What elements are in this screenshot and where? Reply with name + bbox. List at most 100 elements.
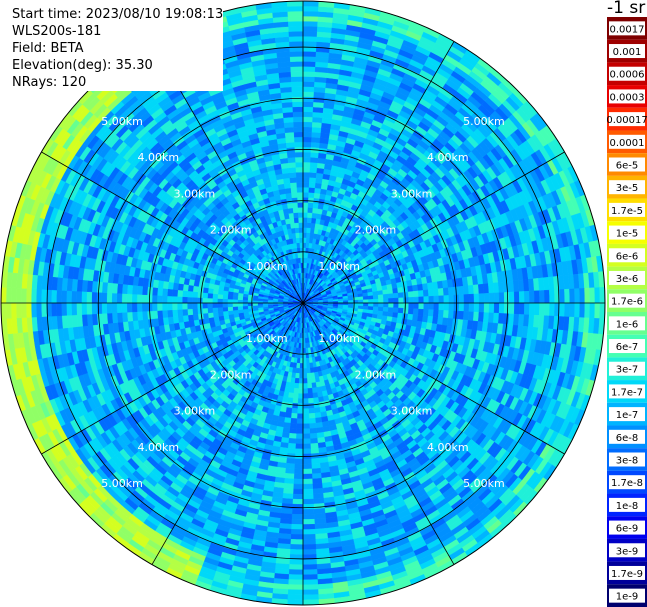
beta-bin [382,289,389,295]
beta-bin [302,136,312,143]
beta-bin [296,413,304,419]
beta-bin [412,284,419,292]
beta-bin [302,217,308,223]
beta-bin [442,310,449,319]
beta-bin [428,295,435,304]
beta-bin [310,141,321,149]
beta-bin [290,412,298,419]
beta-bin [312,111,324,119]
beta-bin [298,378,304,384]
beta-bin [523,290,530,304]
beta-bin [295,443,304,450]
beta-bin [294,458,304,465]
beta-bin [373,302,379,308]
beta-bin [294,463,304,470]
beta-bin [302,141,312,148]
beta-bin [295,428,304,435]
beta-bin [432,309,439,318]
beta-bin [302,232,307,238]
beta-bin [368,302,374,307]
beta-bin [432,288,439,297]
beta-bin [305,347,309,354]
beta-bin [297,393,304,399]
beta-bin [302,443,311,450]
beta-bin [457,310,465,321]
beta-bin [472,311,480,322]
beta-bin [286,599,304,606]
beta-bin [347,297,354,301]
beta-bin [492,312,500,324]
beta-bin [477,283,485,294]
beta-bin [397,312,404,319]
beta-bin [387,288,394,295]
beta-bin [302,222,308,228]
beta-bin [302,423,310,430]
beta-bin [307,382,313,389]
beta-bin [397,307,404,314]
beta-bin [309,427,317,434]
beta-bin [307,212,313,219]
beta-bin [492,282,500,294]
beta-bin [302,559,317,565]
beta-bin [579,288,586,304]
beta-bin [284,467,295,475]
beta-bin [473,302,480,313]
beta-bin [599,302,606,320]
beta-bin [302,564,318,570]
beta-bin [309,432,318,439]
beta-bin [295,433,304,440]
beta-bin [498,313,505,325]
beta-bin [313,197,320,204]
beta-bin [310,157,319,164]
beta-bin [302,171,311,178]
beta-bin [382,293,389,299]
beta-bin [302,508,315,515]
beta-bin [407,291,414,298]
beta-bin [472,284,480,295]
beta-bin [544,289,550,304]
beta-bin [302,156,311,163]
beta-bin [302,503,315,510]
beta-bin [302,473,313,480]
beta-bin [413,296,419,304]
beta-bin [402,286,409,293]
beta-bin [285,457,296,465]
beta-bin [288,574,304,581]
beta-bin [367,295,374,300]
beta-bin [498,292,505,304]
beta-bin [293,478,304,485]
beta-bin [289,549,304,555]
beta-bin [407,313,414,321]
beta-bin [482,283,490,294]
beta-bin [569,288,576,304]
beta-bin [288,432,297,439]
beta-bin [433,302,440,311]
beta-bin [311,126,322,134]
beta-bin [297,403,304,409]
beta-bin [302,463,312,470]
beta-bin [302,594,319,601]
beta-bin [291,508,304,515]
beta-bin [307,397,314,404]
beta-bin [302,0,320,7]
beta-bin [417,290,424,298]
beta-bin [289,544,304,550]
beta-bin [302,71,316,78]
beta-bin [308,417,316,424]
beta-bin [508,302,515,315]
beta-bin [584,302,591,319]
beta-bin [287,589,304,596]
beta-bin [477,312,485,323]
beta-bin [493,292,500,304]
beta-bin [305,362,311,369]
beta-bin [302,403,309,409]
beta-bin [458,302,465,312]
beta-bin [302,81,315,88]
beta-bin [302,212,308,218]
beta-bin [302,363,307,369]
beta-bin [285,462,295,470]
beta-bin [368,299,374,304]
beta-bin [290,523,304,530]
beta-bin [312,492,324,500]
beta-bin [443,302,450,311]
